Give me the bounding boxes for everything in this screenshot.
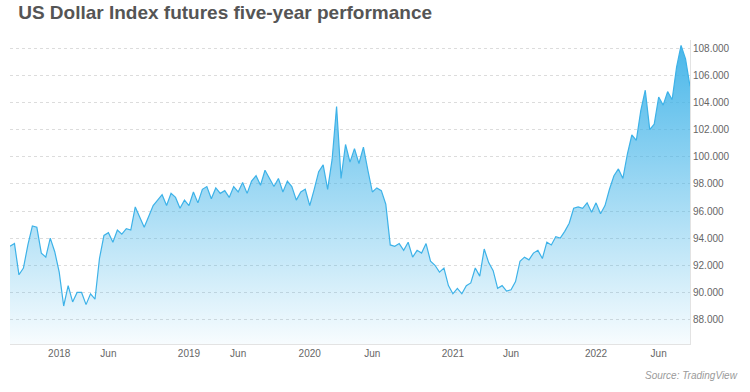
svg-text:90.000: 90.000 xyxy=(693,287,724,298)
svg-text:106.000: 106.000 xyxy=(693,70,730,81)
svg-text:US Dollar Index futures five-y: US Dollar Index futures five-year perfor… xyxy=(18,2,432,23)
svg-text:Jun: Jun xyxy=(651,348,667,359)
svg-text:2018: 2018 xyxy=(48,348,71,359)
svg-text:2021: 2021 xyxy=(442,348,465,359)
svg-text:88.000: 88.000 xyxy=(693,314,724,325)
svg-text:98.000: 98.000 xyxy=(693,178,724,189)
svg-text:2020: 2020 xyxy=(299,348,322,359)
svg-text:Jun: Jun xyxy=(100,348,116,359)
svg-text:Jun: Jun xyxy=(230,348,246,359)
svg-text:Jun: Jun xyxy=(503,348,519,359)
svg-text:102.000: 102.000 xyxy=(693,124,730,135)
svg-text:Source: TradingView: Source: TradingView xyxy=(645,370,738,381)
svg-text:92.000: 92.000 xyxy=(693,260,724,271)
svg-text:100.000: 100.000 xyxy=(693,151,730,162)
svg-text:104.000: 104.000 xyxy=(693,97,730,108)
svg-text:2019: 2019 xyxy=(178,348,201,359)
svg-text:2022: 2022 xyxy=(585,348,608,359)
svg-text:Jun: Jun xyxy=(364,348,380,359)
svg-text:108.000: 108.000 xyxy=(693,43,730,54)
svg-text:96.000: 96.000 xyxy=(693,206,724,217)
svg-text:94.000: 94.000 xyxy=(693,233,724,244)
